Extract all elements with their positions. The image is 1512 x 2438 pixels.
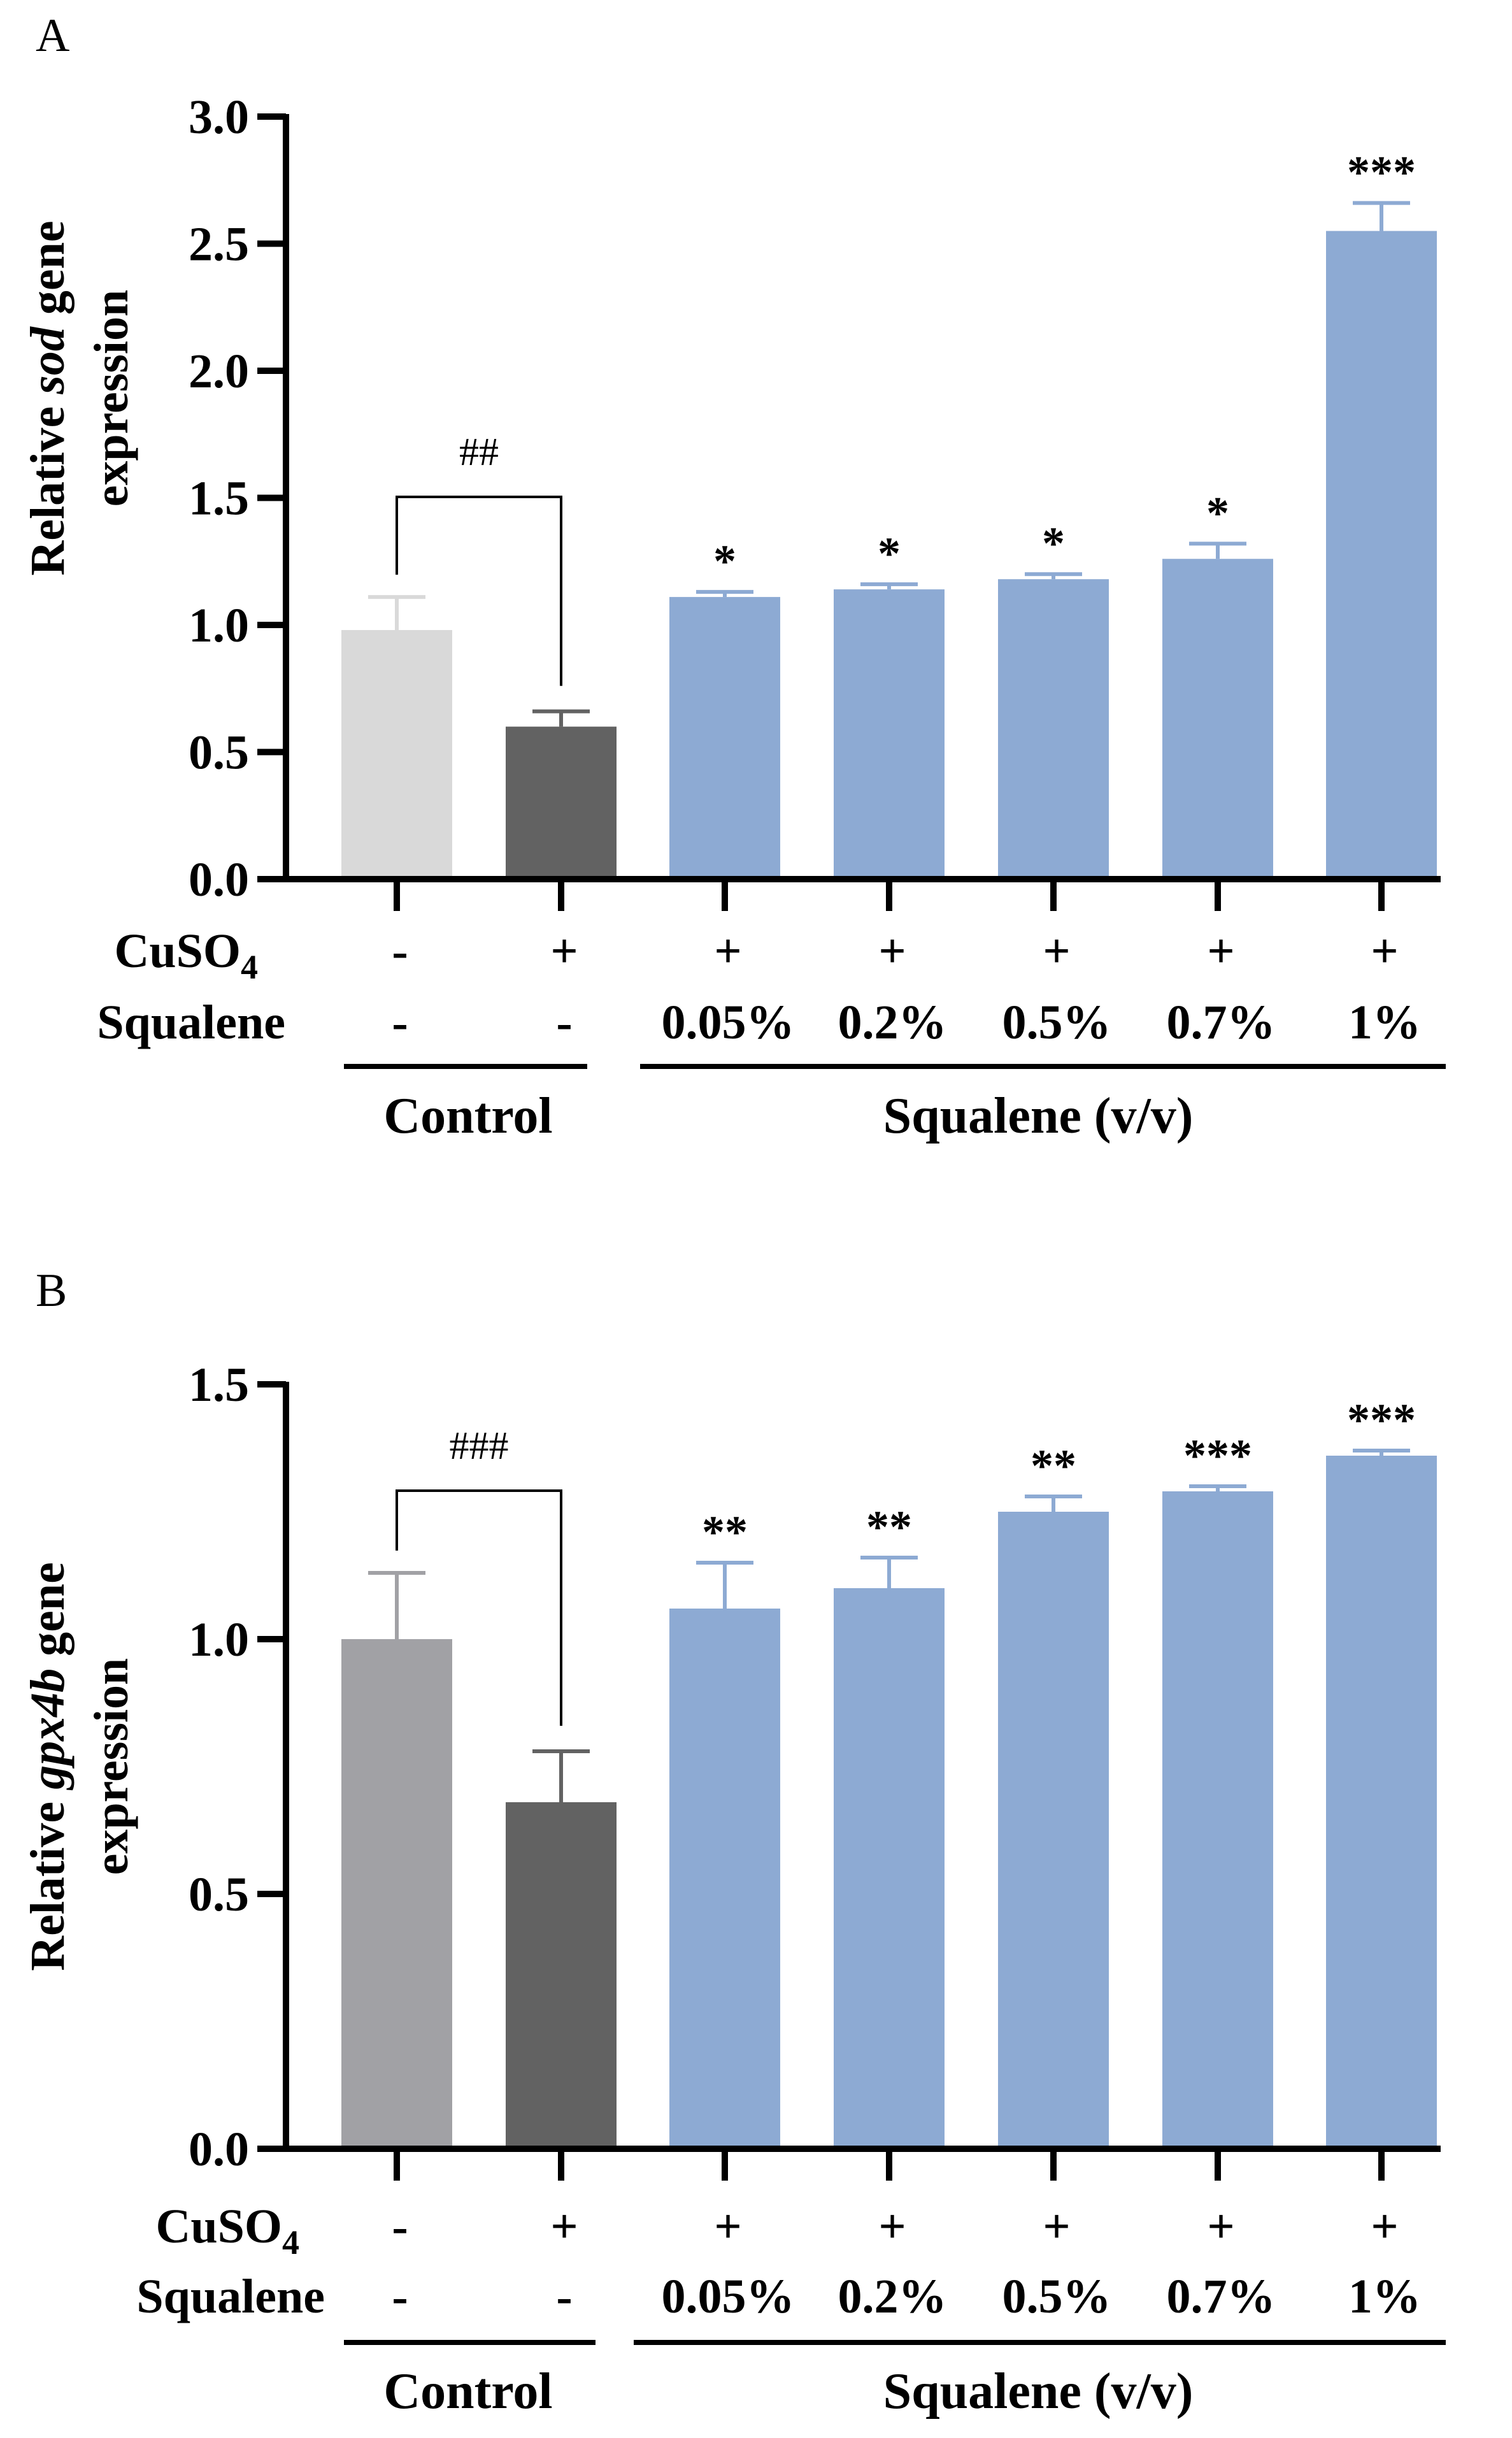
chart-a-sig-2: * <box>713 536 736 587</box>
chart-b-sig-3: ** <box>866 1502 912 1552</box>
chart-b-cuso4-cell-6: + <box>1371 2200 1398 2253</box>
chart-b-squalene-cell-6: 1% <box>1348 2270 1421 2323</box>
chart-b-cuso4-cell-4: + <box>1043 2200 1070 2253</box>
chart-b-bar-3 <box>834 1588 945 2149</box>
chart-a-ytick-label-1: 0.5 <box>189 726 249 780</box>
chart-b-cuso4-cell-3: + <box>878 2200 906 2253</box>
chart-b-row-squalene-label: Squalene <box>136 2270 325 2323</box>
chart-b-bar-0 <box>341 1639 452 2149</box>
chart-a-bar-0 <box>341 629 452 879</box>
chart-b-squalene-cell-1: - <box>556 2270 572 2323</box>
chart-a-group-control: Control <box>383 1088 552 1144</box>
chart-a-sig-4: * <box>1042 518 1065 569</box>
chart-a-row-cuso4-sub: 4 <box>241 948 258 986</box>
panel-b-letter: B <box>36 1265 67 1317</box>
chart-b-squalene-cell-0: - <box>392 2270 408 2323</box>
chart-b-cuso4-cell-1: + <box>550 2200 578 2253</box>
chart-a-bar-2 <box>669 597 780 879</box>
chart-a-cuso4-cell-3: + <box>878 924 906 978</box>
chart-b-bracket <box>396 1489 562 1726</box>
chart-a-sig-6: *** <box>1347 147 1416 198</box>
chart-b-bar-2 <box>669 1609 780 2149</box>
chart-a-ylabel-gene: sod <box>21 326 75 395</box>
chart-b-bar-4 <box>998 1512 1109 2149</box>
chart-a-ytick-label-5: 2.5 <box>189 218 249 271</box>
chart-b-bar-6 <box>1326 1456 1437 2149</box>
chart-b-sig-6: *** <box>1347 1395 1416 1445</box>
chart-b-squalene-cell-3: 0.2% <box>838 2270 947 2323</box>
chart-a-squalene-cell-5: 0.7% <box>1167 996 1276 1049</box>
chart-a-bar-1 <box>506 726 617 879</box>
chart-a-row-cuso4-label: CuSO4 <box>114 924 258 986</box>
chart-b-row-cuso4-text: CuSO <box>155 2200 282 2253</box>
chart-b-group-control: Control <box>383 2363 552 2420</box>
chart-a-ytick-label-6: 3.0 <box>189 90 249 144</box>
chart-b-ylabel-post: gene <box>21 1562 75 1668</box>
chart-a-squalene-cell-2: 0.05% <box>662 996 795 1049</box>
chart-b-group-squalene: Squalene (v/v) <box>883 2363 1194 2420</box>
chart-b-ytick-label-0: 0.0 <box>189 2123 249 2176</box>
chart-b-bracket-label: ### <box>450 1424 509 1468</box>
chart-a-ytick-label-4: 2.0 <box>189 345 249 398</box>
chart-b-row-cuso4-sub: 4 <box>282 2223 299 2262</box>
chart-b-ytick-label-3: 1.5 <box>189 1358 249 1412</box>
chart-b-sig-2: ** <box>702 1507 748 1558</box>
chart-b-row-cuso4-label: CuSO4 <box>155 2200 299 2262</box>
chart-a-bar-5 <box>1162 559 1273 879</box>
chart-b-ytick-label-1: 0.5 <box>189 1868 249 1921</box>
chart-a-ylabel: Relative sod gene <box>21 220 75 575</box>
chart-b-sig-4: ** <box>1031 1440 1076 1491</box>
chart-a-ylabel-line2: expression <box>85 290 138 507</box>
chart-a-bracket-label: ## <box>459 431 499 474</box>
chart-b-bar-5 <box>1162 1491 1273 2149</box>
panel-a-letter: A <box>36 10 69 62</box>
chart-a-bar-3 <box>834 589 945 879</box>
chart-a-sig-3: * <box>878 528 901 579</box>
chart-a-cuso4-cell-1: + <box>550 924 578 978</box>
chart-a-cuso4-cell-4: + <box>1043 924 1070 978</box>
chart-a-group-squalene: Squalene (v/v) <box>883 1088 1194 1144</box>
chart-a-squalene-cell-1: - <box>556 996 572 1049</box>
chart-a-ytick-label-0: 0.0 <box>189 853 249 907</box>
chart-a-squalene-cell-3: 0.2% <box>838 996 947 1049</box>
chart-a-squalene-cell-0: - <box>392 996 408 1049</box>
chart-b-cuso4-cell-0: - <box>392 2200 408 2253</box>
chart-a-cuso4-cell-5: + <box>1207 924 1234 978</box>
chart-a-ylabel-pre: Relative <box>21 394 75 576</box>
chart-b-ylabel-line2: expression <box>85 1658 138 1875</box>
chart-b-sig-5: *** <box>1183 1430 1252 1481</box>
chart-a-bar-4 <box>998 579 1109 879</box>
chart-a-ylabel-post: gene <box>21 220 75 327</box>
chart-b-cuso4-cell-5: + <box>1207 2200 1234 2253</box>
chart-b-squalene-cell-4: 0.5% <box>1002 2270 1111 2323</box>
chart-b-squalene-cell-2: 0.05% <box>662 2270 795 2323</box>
chart-a-squalene-cell-4: 0.5% <box>1002 996 1111 1049</box>
chart-b-ylabel-gene: gpx4b <box>21 1668 75 1791</box>
chart-b-ylabel-pre: Relative <box>21 1789 75 1971</box>
chart-a-ytick-label-3: 1.5 <box>189 472 249 526</box>
chart-b-ylabel: Relative gpx4b gene <box>21 1562 75 1971</box>
chart-a-row-cuso4-text: CuSO <box>114 924 241 978</box>
chart-a-cuso4-cell-2: + <box>714 924 741 978</box>
chart-b-squalene-cell-5: 0.7% <box>1167 2270 1276 2323</box>
chart-a-row-squalene-label: Squalene <box>97 996 285 1049</box>
chart-a-cuso4-cell-6: + <box>1371 924 1398 978</box>
chart-a-sig-5: * <box>1206 487 1229 538</box>
chart-b-cuso4-cell-2: + <box>714 2200 741 2253</box>
chart-a-ytick-label-2: 1.0 <box>189 599 249 652</box>
chart-b-ytick-label-2: 1.0 <box>189 1613 249 1667</box>
chart-b-bar-1 <box>506 1802 617 2149</box>
chart-a-squalene-cell-6: 1% <box>1348 996 1421 1049</box>
chart-a-bar-6 <box>1326 231 1437 879</box>
chart-a-bracket <box>396 496 562 686</box>
chart-a-cuso4-cell-0: - <box>392 924 408 978</box>
